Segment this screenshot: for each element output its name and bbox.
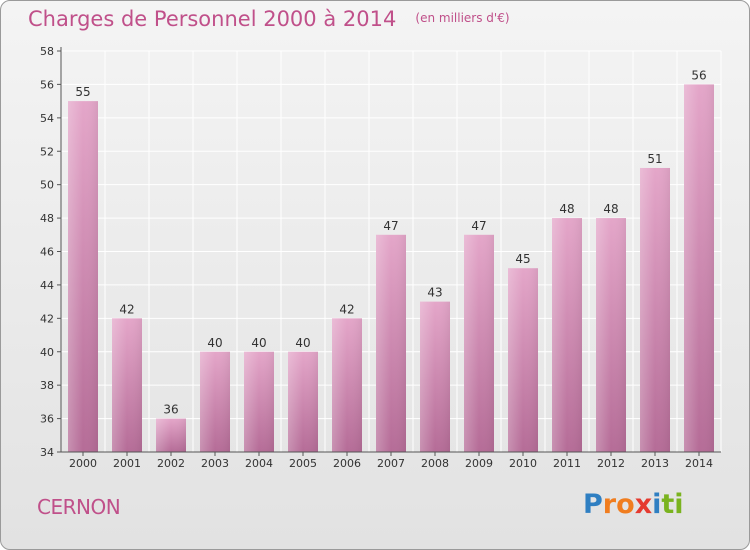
bar-shade <box>156 418 186 452</box>
x-tick-label: 2009 <box>465 457 493 470</box>
x-tick-label: 2004 <box>245 457 273 470</box>
y-tick-label: 58 <box>40 45 54 58</box>
y-tick-label: 38 <box>40 379 54 392</box>
proxiti-logo: Proxiti <box>583 489 684 520</box>
x-tick-label: 2000 <box>69 457 97 470</box>
data-label: 36 <box>163 403 178 417</box>
logo-letter: t <box>661 489 675 520</box>
x-tick-label: 2006 <box>333 457 361 470</box>
logo-letter: r <box>602 489 617 520</box>
bar-shade <box>640 167 670 453</box>
bar-shade <box>376 234 406 452</box>
bar-shade <box>288 351 318 452</box>
data-label: 48 <box>603 202 618 216</box>
logo-letter: o <box>616 489 635 520</box>
bar-shade <box>596 218 626 452</box>
bar-shade <box>68 101 98 452</box>
bar-shade <box>552 218 582 452</box>
bar-shade <box>200 351 230 452</box>
x-tick-label: 2003 <box>201 457 229 470</box>
y-tick-label: 46 <box>40 246 54 259</box>
y-tick-label: 44 <box>40 279 54 292</box>
data-label: 47 <box>471 219 486 233</box>
logo-letter: x <box>634 489 653 520</box>
data-label: 48 <box>559 202 574 216</box>
x-tick-label: 2008 <box>421 457 449 470</box>
place-name: CERNON <box>37 495 121 519</box>
x-tick-label: 2005 <box>289 457 317 470</box>
logo-letter: i <box>652 489 662 520</box>
axes: 34 36 38 40 42 44 46 48 50 52 54 56 58 2000 2001 2002 20… <box>40 45 721 470</box>
data-label: 40 <box>251 336 266 350</box>
bar-shade <box>684 84 714 453</box>
bars: 55 42 36 40 40 40 42 47 43 47 45 48 48 51 56 <box>68 68 714 453</box>
data-label: 51 <box>647 152 662 166</box>
y-tick-label: 40 <box>40 346 54 359</box>
x-tick-label: 2013 <box>641 457 669 470</box>
bar-shade <box>508 268 538 452</box>
x-tick-label: 2011 <box>553 457 581 470</box>
data-label: 45 <box>515 252 530 266</box>
logo-letter: i <box>674 489 684 520</box>
chart-subtitle: (en milliers d'€) <box>415 11 510 25</box>
x-tick-label: 2001 <box>113 457 141 470</box>
y-tick-label: 52 <box>40 145 54 158</box>
title-row: Charges de Personnel 2000 à 2014 (en mil… <box>28 7 510 31</box>
x-tick-label: 2014 <box>685 457 713 470</box>
x-tick-label: 2012 <box>597 457 625 470</box>
data-label: 55 <box>75 85 90 99</box>
data-label: 56 <box>691 68 706 82</box>
data-label: 47 <box>383 219 398 233</box>
x-tick-label: 2010 <box>509 457 537 470</box>
bar-shade <box>332 318 362 452</box>
x-tick-label: 2002 <box>157 457 185 470</box>
data-label: 40 <box>207 336 222 350</box>
data-label: 43 <box>427 286 442 300</box>
y-tick-label: 34 <box>40 446 54 459</box>
data-label: 40 <box>295 336 310 350</box>
data-label: 42 <box>339 302 354 316</box>
bar-shade <box>112 318 142 452</box>
y-tick-label: 42 <box>40 312 54 325</box>
y-tick-label: 50 <box>40 179 54 192</box>
bar-shade <box>244 351 274 452</box>
y-tick-label: 54 <box>40 112 54 125</box>
chart-title: Charges de Personnel 2000 à 2014 <box>28 7 397 31</box>
data-label: 42 <box>119 302 134 316</box>
logo-letter: P <box>583 489 603 520</box>
y-tick-label: 36 <box>40 413 54 426</box>
y-tick-label: 48 <box>40 212 54 225</box>
bar-shade <box>464 234 494 452</box>
y-tick-label: 56 <box>40 78 54 91</box>
bar-shade <box>420 301 450 452</box>
x-tick-label: 2007 <box>377 457 405 470</box>
